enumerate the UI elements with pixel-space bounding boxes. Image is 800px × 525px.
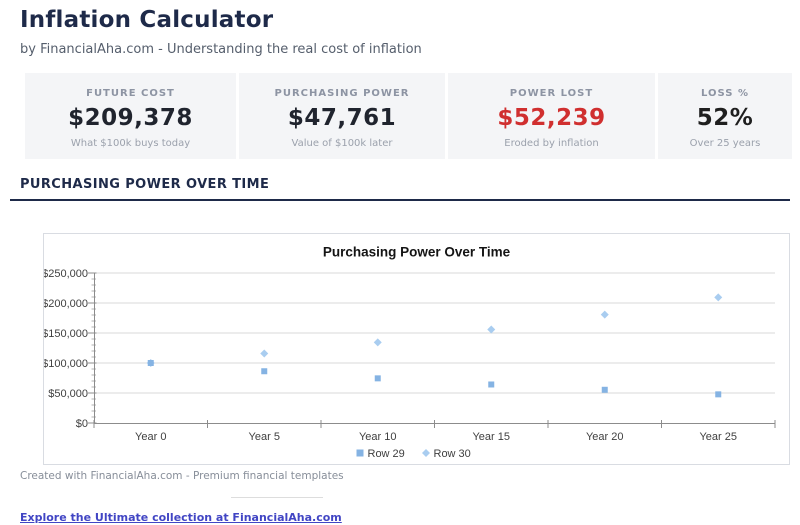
point-row-30 <box>600 310 609 319</box>
stat-sublabel: What $100k buys today <box>70 138 191 149</box>
point-row-29 <box>261 368 268 375</box>
stat-value: $209,378 <box>68 105 193 131</box>
chart-svg: $0 $50,000 $100,000 $150,000 $200,000 $250,00… <box>42 245 776 460</box>
stat-label: LOSS % <box>701 88 749 99</box>
x-tick-label: Year 20 <box>586 431 624 443</box>
stat-card-future-cost: FUTURE COST $209,378 What $100k buys tod… <box>25 73 236 159</box>
stat-label: POWER LOST <box>509 88 594 99</box>
stat-label: FUTURE COST <box>86 88 175 99</box>
point-row-30 <box>487 325 496 334</box>
y-tick-label: $100,000 <box>44 358 88 370</box>
point-row-30 <box>260 349 269 358</box>
x-tick-label: Year 0 <box>135 431 166 443</box>
page-header: Inflation Calculator by FinancialAha.com… <box>0 0 800 57</box>
stat-value: 52% <box>696 105 754 131</box>
point-row-30 <box>714 293 723 302</box>
point-row-29 <box>715 391 722 398</box>
page-subtitle: by FinancialAha.com - Understanding the … <box>20 42 422 57</box>
section-heading: PURCHASING POWER OVER TIME <box>20 177 270 192</box>
stat-card-power-lost: POWER LOST $52,239 Eroded by inflation <box>448 73 655 159</box>
y-tick-label: $250,000 <box>44 268 88 280</box>
legend-label: Row 30 <box>434 448 471 460</box>
stat-sublabel: Over 25 years <box>689 138 761 149</box>
stat-value: $47,761 <box>287 105 397 131</box>
x-tick-label: Year 5 <box>249 431 280 443</box>
point-row-29 <box>374 375 381 382</box>
point-row-29 <box>601 386 608 393</box>
y-tick-label: $200,000 <box>44 298 88 310</box>
legend-label: Row 29 <box>368 448 405 460</box>
x-tick-label: Year 10 <box>359 431 397 443</box>
point-row-29 <box>488 381 495 388</box>
x-tick-label: Year 15 <box>472 431 510 443</box>
chart-container: $0 $50,000 $100,000 $150,000 $200,000 $250,00… <box>42 233 790 465</box>
x-tick-label: Year 25 <box>699 431 737 443</box>
stat-card-loss-pct: LOSS % 52% Over 25 years <box>658 73 792 159</box>
footer-link[interactable]: Explore the Ultimate collection at Finan… <box>20 511 342 524</box>
y-tick-label: $0 <box>76 418 88 430</box>
stat-value: $52,239 <box>497 105 606 131</box>
point-row-29 <box>147 360 154 366</box>
footer-credit: Created with FinancialAha.com - Premium … <box>20 470 344 482</box>
point-row-30 <box>373 338 382 347</box>
stat-sublabel: Eroded by inflation <box>504 138 599 149</box>
y-tick-label: $50,000 <box>48 388 88 400</box>
chart-title: Purchasing Power Over Time <box>323 245 511 260</box>
stat-label: PURCHASING POWER <box>274 88 410 99</box>
stat-sublabel: Value of $100k later <box>291 138 393 149</box>
stats-row: FUTURE COST $209,378 What $100k buys tod… <box>25 73 792 159</box>
page-title: Inflation Calculator <box>20 7 274 33</box>
legend-marker-diamond <box>422 449 430 457</box>
y-tick-label: $150,000 <box>44 328 88 340</box>
bottom-divider-fragment <box>231 497 323 498</box>
stat-card-purchasing-power: PURCHASING POWER $47,761 Value of $100k … <box>239 73 445 159</box>
legend-marker-square <box>356 449 364 457</box>
section-heading-rule: PURCHASING POWER OVER TIME <box>10 173 790 201</box>
